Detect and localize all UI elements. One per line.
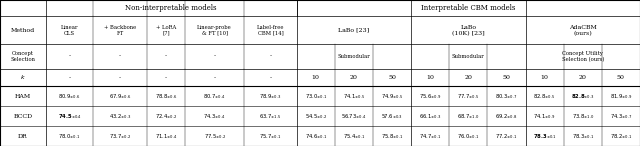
Text: $78.0_{\pm0.1}$: $78.0_{\pm0.1}$: [58, 132, 81, 140]
Text: $67.9_{\pm0.6}$: $67.9_{\pm0.6}$: [109, 92, 131, 101]
Text: -: -: [119, 75, 121, 80]
Text: $56.73_{\pm0.4}$: $56.73_{\pm0.4}$: [341, 112, 367, 121]
Text: 10: 10: [312, 75, 320, 80]
Text: $78.8_{\pm0.6}$: $78.8_{\pm0.6}$: [155, 92, 177, 101]
Text: 20: 20: [350, 75, 358, 80]
Text: DR: DR: [18, 134, 28, 139]
Text: -: -: [119, 54, 121, 59]
Text: LaBo [23]: LaBo [23]: [338, 28, 369, 33]
Text: Label-free
CBM [14]: Label-free CBM [14]: [257, 25, 284, 36]
Text: -: -: [68, 75, 70, 80]
Text: $74.7_{\pm0.1}$: $74.7_{\pm0.1}$: [419, 132, 442, 140]
Text: $63.7_{\pm1.5}$: $63.7_{\pm1.5}$: [259, 112, 282, 121]
Text: Linear
CLS: Linear CLS: [61, 25, 78, 36]
Text: $54.5_{\pm0.2}$: $54.5_{\pm0.2}$: [305, 112, 327, 121]
Text: $75.8_{\pm0.1}$: $75.8_{\pm0.1}$: [381, 132, 403, 140]
Text: -: -: [68, 54, 70, 59]
Text: -: -: [214, 54, 216, 59]
Text: Submodular: Submodular: [452, 54, 484, 59]
Text: $75.4_{\pm0.1}$: $75.4_{\pm0.1}$: [342, 132, 365, 140]
Text: $\mathbf{78.3}_{\pm0.1}$: $\mathbf{78.3}_{\pm0.1}$: [532, 132, 556, 140]
Text: $74.1_{\pm0.5}$: $74.1_{\pm0.5}$: [342, 92, 365, 101]
Text: $k$: $k$: [20, 73, 26, 81]
Text: $75.6_{\pm0.9}$: $75.6_{\pm0.9}$: [419, 92, 442, 101]
Text: $73.8_{\pm1.0}$: $73.8_{\pm1.0}$: [572, 112, 594, 121]
Text: $74.3_{\pm0.7}$: $74.3_{\pm0.7}$: [610, 112, 632, 121]
Text: $74.1_{\pm0.9}$: $74.1_{\pm0.9}$: [533, 112, 556, 121]
Text: Concept Utility
Selection (ours): Concept Utility Selection (ours): [561, 51, 604, 62]
Text: $74.9_{\pm0.5}$: $74.9_{\pm0.5}$: [381, 92, 403, 101]
Text: Linear-probe
& FT [10]: Linear-probe & FT [10]: [197, 25, 232, 36]
Text: Interpretable CBM models: Interpretable CBM models: [421, 4, 515, 12]
Text: 50: 50: [502, 75, 511, 80]
Text: $77.7_{\pm0.5}$: $77.7_{\pm0.5}$: [457, 92, 479, 101]
Text: $82.8_{\pm0.5}$: $82.8_{\pm0.5}$: [534, 92, 556, 101]
Text: $72.4_{\pm0.2}$: $72.4_{\pm0.2}$: [155, 112, 177, 121]
Text: Submodular: Submodular: [337, 54, 370, 59]
Text: $78.2_{\pm0.1}$: $78.2_{\pm0.1}$: [610, 132, 632, 140]
Text: $68.7_{\pm1.0}$: $68.7_{\pm1.0}$: [457, 112, 479, 121]
Text: $78.3_{\pm0.1}$: $78.3_{\pm0.1}$: [572, 132, 594, 140]
Text: $77.5_{\pm0.2}$: $77.5_{\pm0.2}$: [204, 132, 226, 140]
Text: 10: 10: [426, 75, 434, 80]
Text: -: -: [269, 54, 271, 59]
Text: $80.9_{\pm0.6}$: $80.9_{\pm0.6}$: [58, 92, 81, 101]
Text: $43.2_{\pm0.3}$: $43.2_{\pm0.3}$: [109, 112, 131, 121]
Text: BCCD: BCCD: [13, 114, 33, 119]
Text: -: -: [269, 75, 271, 80]
Text: $80.7_{\pm0.4}$: $80.7_{\pm0.4}$: [204, 92, 226, 101]
Text: $\mathbf{74.5}_{\pm0.4}$: $\mathbf{74.5}_{\pm0.4}$: [58, 112, 81, 121]
Text: $77.2_{\pm0.1}$: $77.2_{\pm0.1}$: [495, 132, 518, 140]
Text: $66.1_{\pm0.3}$: $66.1_{\pm0.3}$: [419, 112, 442, 121]
Text: $57.6_{\pm0.3}$: $57.6_{\pm0.3}$: [381, 112, 403, 121]
Text: 10: 10: [541, 75, 548, 80]
Text: $78.9_{\pm0.3}$: $78.9_{\pm0.3}$: [259, 92, 282, 101]
Text: $74.3_{\pm0.4}$: $74.3_{\pm0.4}$: [204, 112, 226, 121]
Text: 20: 20: [464, 75, 472, 80]
Text: -: -: [214, 75, 216, 80]
Text: $76.0_{\pm0.1}$: $76.0_{\pm0.1}$: [457, 132, 479, 140]
Text: -: -: [165, 54, 167, 59]
Text: $69.2_{\pm0.8}$: $69.2_{\pm0.8}$: [495, 112, 518, 121]
Text: 50: 50: [388, 75, 396, 80]
Text: $73.0_{\pm0.1}$: $73.0_{\pm0.1}$: [305, 92, 327, 101]
Text: $73.7_{\pm0.2}$: $73.7_{\pm0.2}$: [109, 132, 131, 140]
Text: $71.1_{\pm0.4}$: $71.1_{\pm0.4}$: [155, 132, 177, 140]
Text: LaBo
(10K) [23]: LaBo (10K) [23]: [452, 25, 484, 36]
Text: Non-interpretable models: Non-interpretable models: [125, 4, 217, 12]
Text: 50: 50: [617, 75, 625, 80]
Text: 20: 20: [579, 75, 587, 80]
Text: + Backbone
FT: + Backbone FT: [104, 25, 136, 36]
Text: HAM: HAM: [15, 94, 31, 99]
Text: AdaCBM
(ours): AdaCBM (ours): [569, 25, 596, 36]
Text: + LoRA
[7]: + LoRA [7]: [156, 25, 176, 36]
Text: $81.9_{\pm0.9}$: $81.9_{\pm0.9}$: [610, 92, 632, 101]
Text: $80.3_{\pm0.7}$: $80.3_{\pm0.7}$: [495, 92, 518, 101]
Text: Method: Method: [11, 28, 35, 33]
Text: -: -: [165, 75, 167, 80]
Text: Concept
Selection: Concept Selection: [10, 51, 35, 62]
Text: $75.7_{\pm0.1}$: $75.7_{\pm0.1}$: [259, 132, 282, 140]
Text: $74.6_{\pm0.1}$: $74.6_{\pm0.1}$: [305, 132, 327, 140]
Text: $\mathbf{82.8}_{\pm0.3}$: $\mathbf{82.8}_{\pm0.3}$: [571, 92, 595, 101]
